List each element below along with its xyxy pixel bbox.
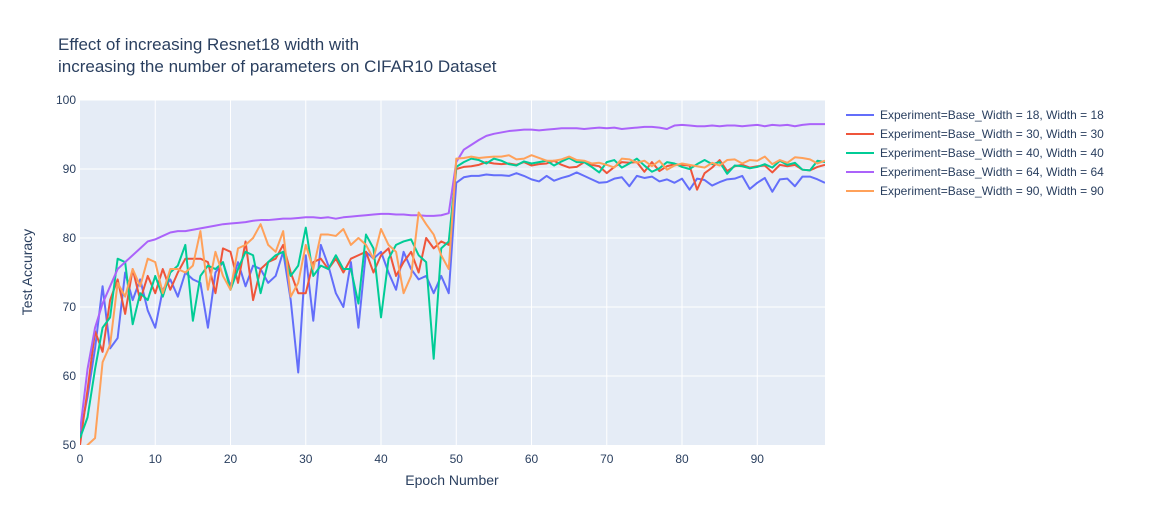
- plot-background: [80, 100, 825, 445]
- y-tick-label: 100: [56, 93, 76, 107]
- legend-item-4[interactable]: Experiment=Base_Width = 64, Width = 64: [846, 165, 1104, 179]
- y-tick-label: 60: [63, 369, 77, 383]
- x-tick-label: 40: [374, 452, 388, 466]
- legend-label: Experiment=Base_Width = 18, Width = 18: [880, 108, 1104, 122]
- y-tick-label: 80: [63, 231, 77, 245]
- legend-item-5[interactable]: Experiment=Base_Width = 90, Width = 90: [846, 184, 1104, 198]
- legend-label: Experiment=Base_Width = 30, Width = 30: [880, 127, 1104, 141]
- series-line-4: [80, 123, 825, 432]
- legend: Experiment=Base_Width = 18, Width = 18 Ex…: [846, 108, 1104, 198]
- chart-title-line-1: Effect of increasing Resnet18 width with: [58, 35, 359, 54]
- grid-lines: [80, 99, 825, 445]
- x-tick-label: 10: [149, 452, 163, 466]
- x-tick-label: 20: [224, 452, 238, 466]
- legend-item-3[interactable]: Experiment=Base_Width = 40, Width = 40: [846, 146, 1104, 160]
- legend-item-2[interactable]: Experiment=Base_Width = 30, Width = 30: [846, 127, 1104, 141]
- y-tick-label: 50: [63, 438, 77, 452]
- x-tick-label: 0: [77, 452, 84, 466]
- x-tick-label: 70: [600, 452, 614, 466]
- series-lines: [80, 123, 825, 445]
- y-tick-label: 70: [63, 300, 77, 314]
- legend-label: Experiment=Base_Width = 90, Width = 90: [880, 184, 1104, 198]
- series-line-5: [86, 154, 825, 445]
- x-tick-label: 50: [450, 452, 464, 466]
- tick-labels: 50 60 70 80 90 100 0 10 20 30 40 50 60 70 80 90: [56, 93, 764, 466]
- chart-title-line-2: increasing the number of parameters on C…: [58, 57, 497, 76]
- x-tick-label: 80: [675, 452, 689, 466]
- x-tick-label: 30: [299, 452, 313, 466]
- x-axis-title: Epoch Number: [405, 472, 499, 488]
- y-axis-title: Test Accuracy: [19, 229, 35, 315]
- x-tick-label: 60: [525, 452, 539, 466]
- x-tick-label: 90: [751, 452, 765, 466]
- legend-item-1[interactable]: Experiment=Base_Width = 18, Width = 18: [846, 108, 1104, 122]
- y-tick-label: 90: [63, 162, 77, 176]
- legend-label: Experiment=Base_Width = 64, Width = 64: [880, 165, 1104, 179]
- legend-label: Experiment=Base_Width = 40, Width = 40: [880, 146, 1104, 160]
